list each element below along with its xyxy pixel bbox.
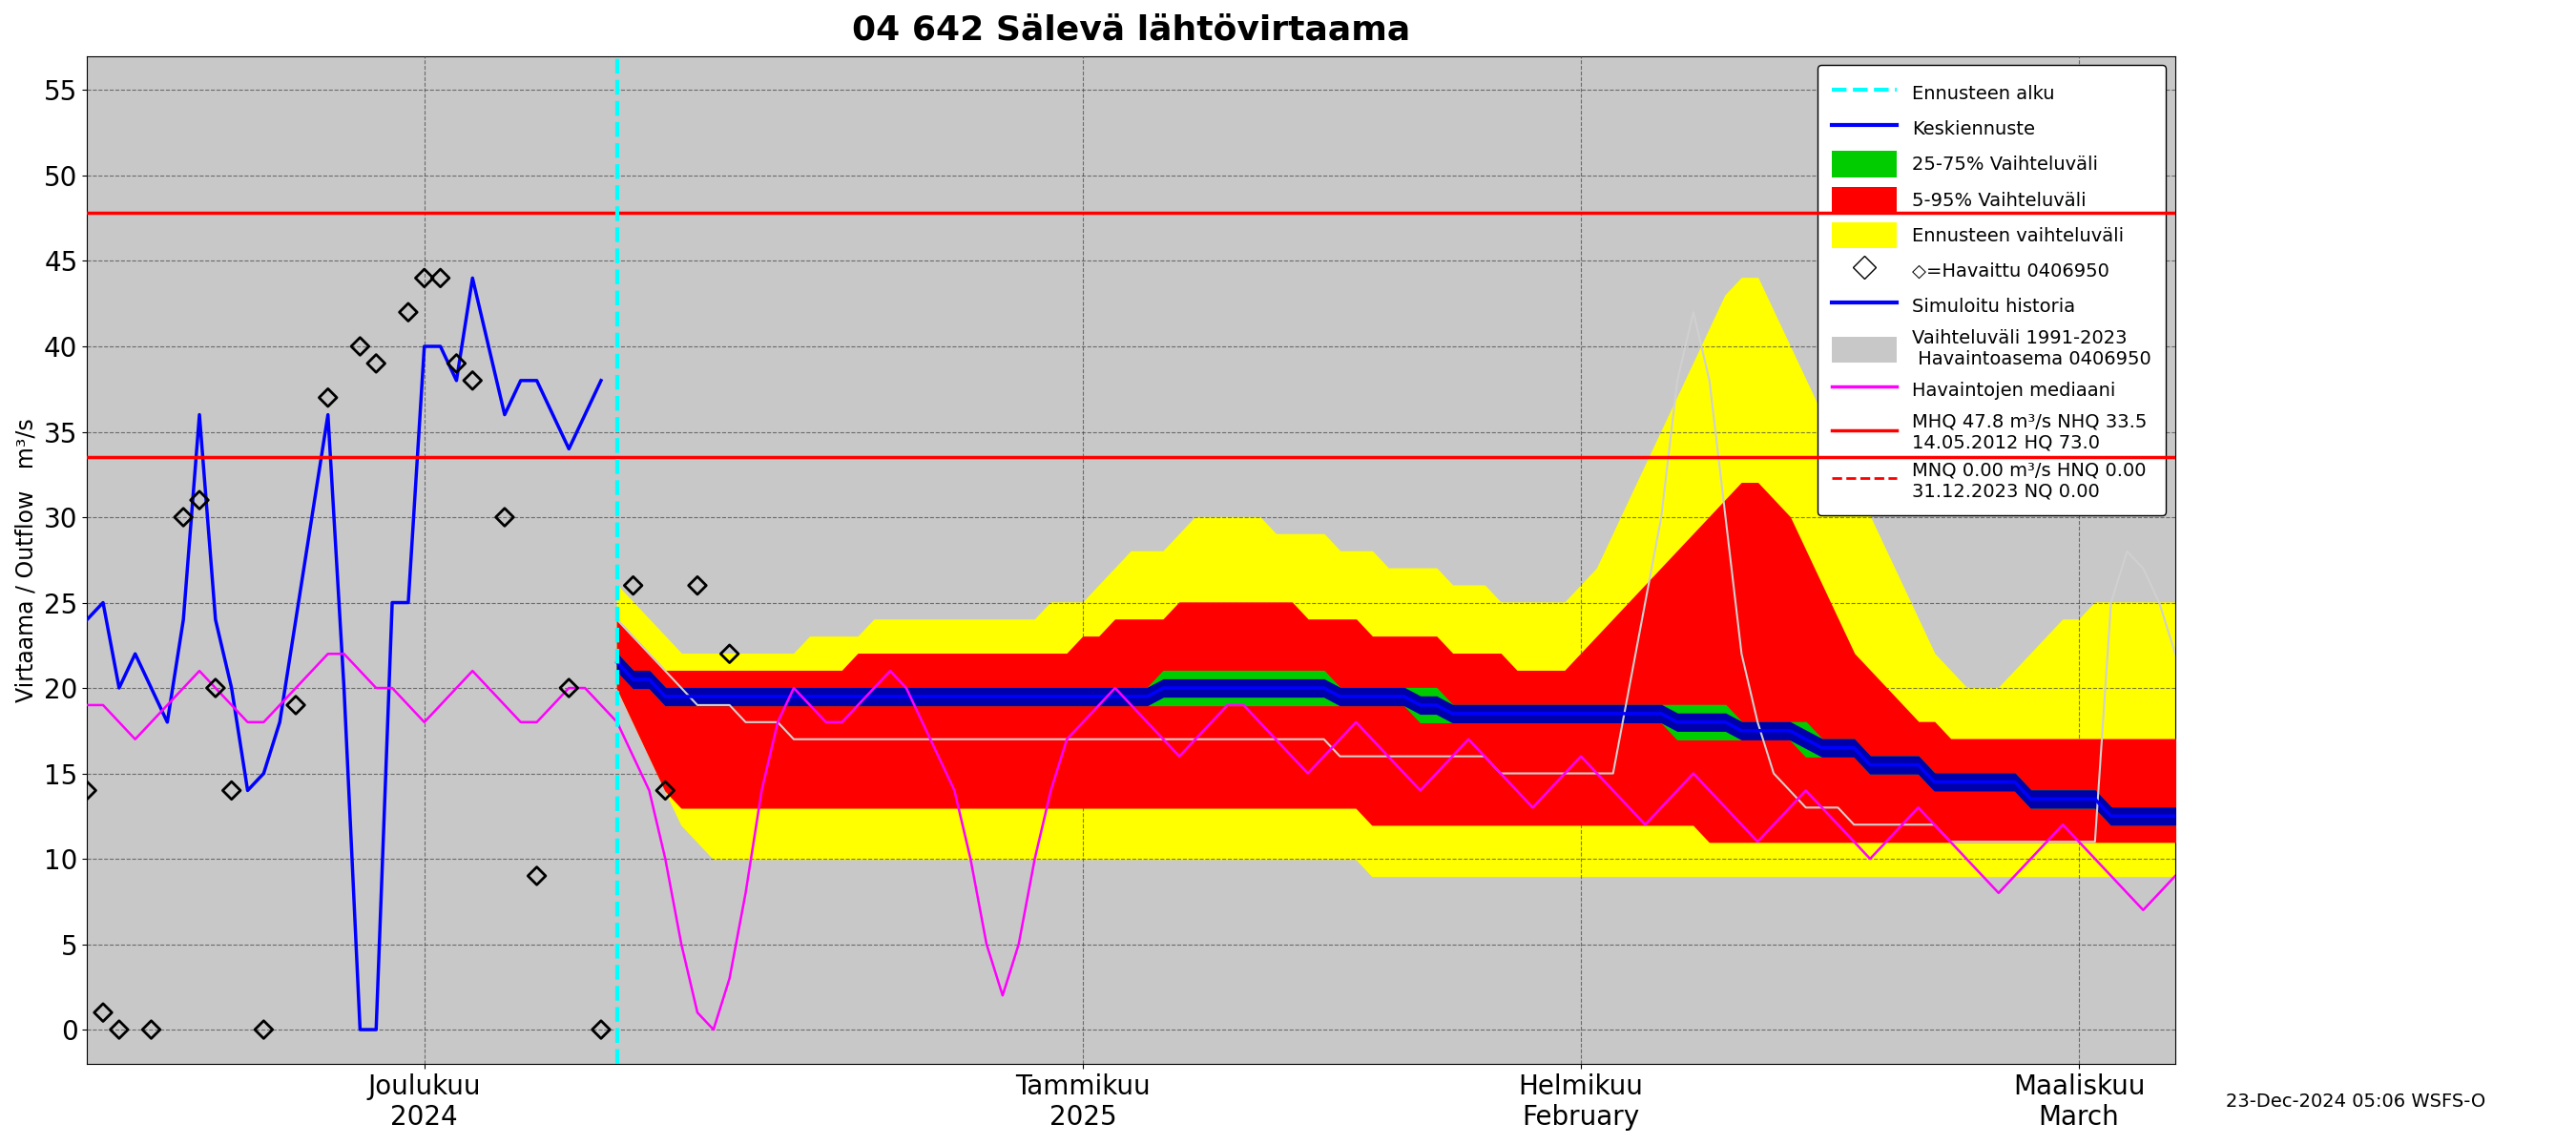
Point: [580, 1020, 621, 1039]
Point: [386, 303, 428, 322]
Point: [420, 269, 461, 287]
Point: [196, 679, 237, 697]
Point: [162, 508, 204, 527]
Point: [708, 645, 750, 663]
Point: [677, 576, 719, 594]
Point: [67, 781, 108, 799]
Point: [549, 679, 590, 697]
Point: [276, 696, 317, 714]
Point: [131, 1020, 173, 1039]
Title: 04 642 Sälevä lähtövirtaama: 04 642 Sälevä lähtövirtaama: [853, 14, 1409, 47]
Point: [307, 388, 348, 406]
Point: [515, 867, 556, 885]
Point: [82, 1003, 124, 1021]
Point: [451, 371, 492, 389]
Point: [211, 781, 252, 799]
Point: [242, 1020, 283, 1039]
Legend: Ennusteen alku, Keskiennuste, 25-75% Vaihteluväli, 5-95% Vaihteluväli, Ennusteen: Ennusteen alku, Keskiennuste, 25-75% Vai…: [1816, 65, 2166, 515]
Point: [613, 576, 654, 594]
Point: [340, 337, 381, 355]
Point: [178, 491, 219, 510]
Point: [355, 354, 397, 372]
Y-axis label: Virtaama / Outflow   m³/s: Virtaama / Outflow m³/s: [15, 418, 36, 702]
Point: [644, 781, 685, 799]
Text: 23-Dec-2024 05:06 WSFS-O: 23-Dec-2024 05:06 WSFS-O: [2226, 1092, 2486, 1111]
Point: [435, 354, 477, 372]
Point: [404, 269, 446, 287]
Point: [98, 1020, 139, 1039]
Point: [484, 508, 526, 527]
